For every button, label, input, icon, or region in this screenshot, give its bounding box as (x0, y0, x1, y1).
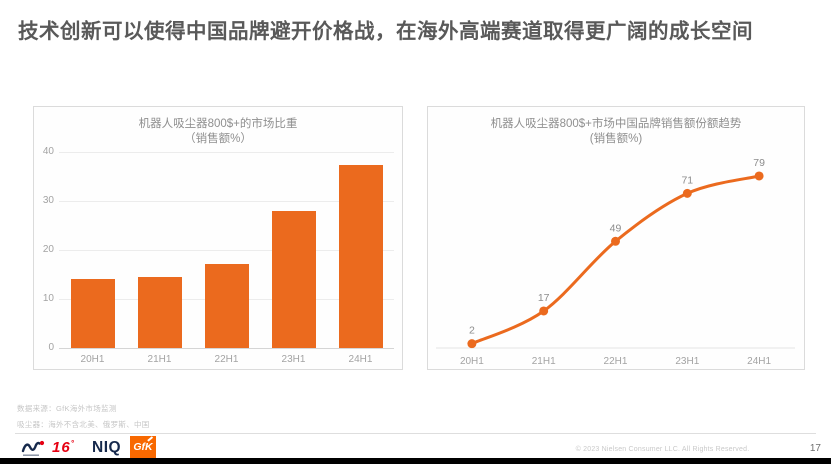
data-point-label: 79 (753, 157, 765, 169)
bar-chart-subtitle: （销售额%） (184, 133, 252, 145)
x-axis-tick-label: 21H1 (532, 356, 556, 367)
line-chart-card: 机器人吸尘器800$+市场中国品牌销售额份额趋势 (销售额%) 2 20H1 17 2… (427, 106, 805, 370)
data-point-label: 49 (610, 222, 622, 234)
bar (204, 263, 249, 348)
degree-mark: ° (70, 439, 75, 448)
x-axis-tick-label: 23H1 (281, 354, 306, 365)
trend-line (470, 174, 761, 346)
x-axis-tick-label: 22H1 (604, 356, 628, 367)
x-axis-labels: 20H1 21H1 22H1 23H1 24H1 (59, 354, 394, 365)
anniversary-16-logo: 16° (52, 439, 75, 456)
y-axis-tick-label: 20 (42, 244, 54, 255)
x-axis-tick-label: 21H1 (147, 354, 172, 365)
gfk-logo: GfK (130, 436, 156, 459)
data-point-label: 2 (469, 325, 475, 337)
data-point-label: 17 (538, 292, 550, 304)
footer-divider (15, 433, 816, 434)
nielseniq-swoosh-logo-icon (21, 439, 49, 458)
slide-title: 技术创新可以使得中国品牌避开价格战，在海外高端赛道取得更广阔的成长空间 (18, 20, 753, 43)
bottom-black-bar (0, 458, 831, 464)
bar (338, 164, 383, 348)
x-axis-tick-label: 23H1 (675, 356, 699, 367)
bar-series (59, 152, 394, 348)
y-axis-tick-label: 10 (42, 293, 54, 304)
gridline (59, 348, 394, 349)
copyright-text: © 2023 Nielsen Consumer LLC. All Rights … (575, 446, 750, 453)
scope-footnote: 吸尘器：海外不含北美、俄罗斯、中国 (17, 420, 150, 429)
data-source-footnote: 数据来源：GfK海外市场监测 (17, 404, 117, 413)
y-axis-tick-label: 40 (42, 146, 54, 157)
x-axis-tick-label: 24H1 (747, 356, 771, 367)
bar (137, 277, 182, 348)
line-chart-svg: 2 20H1 17 21H1 49 22H1 71 23H1 79 24H1 (436, 157, 795, 367)
gridline (59, 250, 394, 251)
x-axis-tick-label: 22H1 (214, 354, 239, 365)
data-point (467, 339, 477, 349)
x-axis-tick-label: 24H1 (348, 354, 373, 365)
page-number: 17 (809, 443, 821, 454)
x-axis-tick-label: 20H1 (80, 354, 105, 365)
bar-chart-card: 机器人吸尘器800$+的市场比重 （销售额%） 0 10 20 30 40 20H1 21H… (33, 106, 403, 370)
data-point (539, 306, 549, 316)
line-chart-subtitle: (销售额%) (589, 133, 643, 145)
y-axis-tick-label: 30 (42, 195, 54, 206)
gridline (59, 201, 394, 202)
x-axis-tick-label: 20H1 (460, 356, 484, 367)
gridline (59, 152, 394, 153)
y-axis-tick-label: 0 (48, 342, 54, 353)
line-chart-title: 机器人吸尘器800$+市场中国品牌销售额份额趋势 (490, 118, 742, 130)
data-point (611, 236, 620, 246)
bar (70, 279, 115, 348)
bar-chart-title: 机器人吸尘器800$+的市场比重 (138, 118, 298, 130)
niq-logo: NIQ (92, 439, 122, 456)
data-point (682, 188, 692, 198)
data-point (754, 171, 764, 181)
bar (271, 210, 316, 348)
data-point-label: 71 (681, 174, 693, 186)
